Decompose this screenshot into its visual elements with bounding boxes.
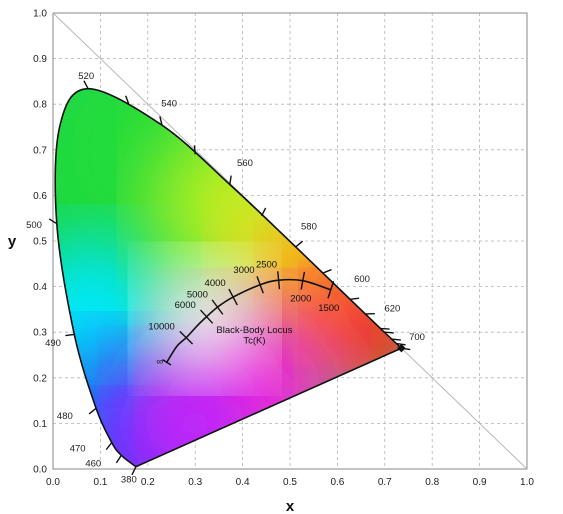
wavelength-label: 560 bbox=[237, 158, 253, 169]
wavelength-minor-tick bbox=[125, 95, 130, 105]
wavelength-minor-tick bbox=[384, 331, 394, 334]
temperature-tick bbox=[228, 288, 238, 306]
temperature-tick bbox=[211, 299, 224, 315]
wavelength-tick bbox=[350, 297, 360, 301]
temperature-tick bbox=[199, 309, 214, 324]
wavelength-label: 470 bbox=[70, 444, 86, 455]
temperature-label: 1500 bbox=[318, 303, 339, 314]
wavelength-label: 620 bbox=[384, 304, 400, 315]
x-tick-label: 0.1 bbox=[93, 477, 107, 488]
x-tick-label: 0.8 bbox=[425, 477, 439, 488]
temperature-tick bbox=[300, 271, 306, 290]
wavelength-label: 500 bbox=[26, 220, 42, 231]
wavelength-label: 520 bbox=[78, 71, 94, 82]
wavelength-endpoint-marker bbox=[397, 343, 406, 353]
temperature-tick bbox=[327, 281, 335, 299]
y-tick-label: 0.9 bbox=[33, 54, 47, 65]
wavelength-label: 600 bbox=[354, 274, 370, 285]
y-tick-label: 0.7 bbox=[33, 145, 47, 156]
x-tick-label: 0.9 bbox=[473, 477, 487, 488]
temperature-tick bbox=[256, 276, 264, 294]
gamut-color-blob bbox=[125, 353, 266, 467]
color-gamut-fill bbox=[55, 88, 402, 467]
wavelength-label: 540 bbox=[161, 98, 177, 109]
wavelength-minor-tick bbox=[391, 338, 401, 341]
temperature-tick bbox=[277, 271, 281, 290]
x-tick-label: 0.4 bbox=[236, 477, 250, 488]
wavelength-tick bbox=[131, 466, 137, 476]
wavelength-tick bbox=[48, 218, 58, 225]
y-tick-label: 0.4 bbox=[33, 282, 47, 293]
y-tick-label: 0.5 bbox=[33, 237, 47, 248]
x-tick-label: 0.0 bbox=[46, 477, 60, 488]
y-tick-label: 0.1 bbox=[33, 419, 47, 430]
temperature-label: 2500 bbox=[256, 259, 277, 270]
temperature-label: 6000 bbox=[175, 300, 196, 311]
black-body-unit-label: Tc(K) bbox=[243, 336, 265, 347]
temperature-label: 4000 bbox=[205, 278, 226, 289]
black-body-locus-label: Black-Body Locus bbox=[216, 325, 292, 336]
black-body-end-cap bbox=[162, 359, 172, 366]
temperature-label: 2000 bbox=[290, 294, 311, 305]
y-axis-label: y bbox=[8, 233, 17, 250]
x-axis-label: x bbox=[286, 498, 295, 514]
x-axis-tick-labels: 0.0 0.1 0.2 0.3 0.4 0.5 0.6 0.7 0.8 0.9 1.0 bbox=[46, 477, 534, 488]
wavelength-tick bbox=[88, 407, 97, 415]
y-tick-label: 0.2 bbox=[33, 373, 47, 384]
x-tick-label: 0.6 bbox=[330, 477, 344, 488]
wavelength-tick bbox=[115, 454, 122, 464]
wavelength-tick bbox=[295, 240, 304, 248]
x-tick-label: 0.5 bbox=[283, 477, 297, 488]
temperature-label: 3000 bbox=[233, 265, 254, 276]
wavelength-tick bbox=[229, 175, 232, 185]
wavelength-tick bbox=[159, 116, 163, 126]
y-tick-label: 1.0 bbox=[33, 9, 47, 20]
y-tick-label: 0.6 bbox=[33, 191, 47, 202]
x-tick-label: 1.0 bbox=[520, 477, 534, 488]
wavelength-tick-marks bbox=[48, 80, 411, 476]
temperature-label: 10000 bbox=[148, 321, 174, 332]
y-axis-tick-labels: 0.0 0.1 0.2 0.3 0.4 0.5 0.6 0.7 0.8 0.9 1.0 bbox=[33, 9, 47, 476]
wavelength-label: 490 bbox=[45, 338, 61, 349]
wavelength-labels: 520 540 560 580 600 620 700 500 490 480 470 460 380 bbox=[26, 71, 425, 486]
wavelength-tick bbox=[105, 442, 113, 451]
y-tick-label: 0.3 bbox=[33, 328, 47, 339]
wavelength-label: 460 bbox=[85, 459, 101, 470]
wavelength-minor-tick bbox=[193, 145, 196, 155]
wavelength-tick bbox=[83, 80, 89, 90]
temperature-tick bbox=[179, 330, 194, 345]
wavelength-label: 580 bbox=[301, 222, 317, 233]
infinity-label: ∞ bbox=[156, 356, 163, 367]
gamut-color-blob bbox=[320, 281, 402, 392]
x-tick-label: 0.7 bbox=[378, 477, 392, 488]
wavelength-label: 480 bbox=[57, 411, 73, 422]
wavelength-label: 700 bbox=[409, 332, 425, 343]
x-tick-label: 0.3 bbox=[188, 477, 202, 488]
y-tick-label: 0.8 bbox=[33, 100, 47, 111]
wavelength-tick bbox=[65, 333, 75, 337]
wavelength-label: 380 bbox=[121, 475, 137, 486]
wavelength-tick bbox=[380, 327, 390, 330]
plot-frame bbox=[52, 12, 528, 470]
y-tick-label: 0.0 bbox=[33, 465, 47, 476]
black-body-tick-marks bbox=[162, 271, 335, 366]
wavelength-minor-tick bbox=[260, 207, 267, 217]
temperature-label: 5000 bbox=[187, 289, 208, 300]
spectral-locus-outline bbox=[54, 87, 403, 468]
wavelength-minor-tick bbox=[322, 268, 332, 274]
x-tick-label: 0.2 bbox=[141, 477, 155, 488]
